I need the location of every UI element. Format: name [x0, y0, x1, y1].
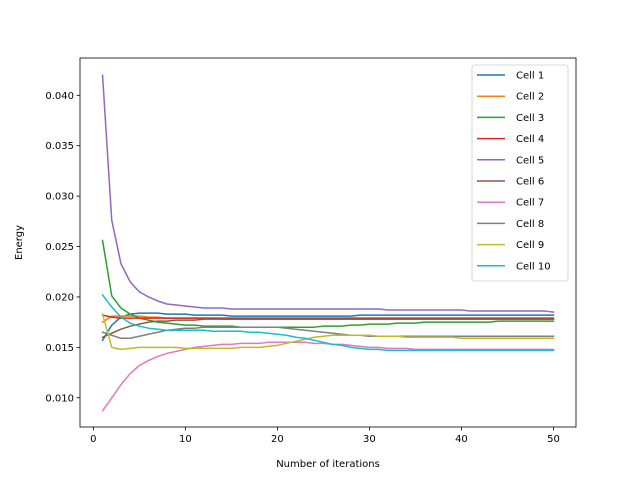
- series-line-4: [101, 314, 555, 319]
- legend-label-8: Cell 8: [516, 219, 544, 230]
- x-tick-label: 30: [363, 434, 376, 445]
- series-line-6: [101, 318, 555, 339]
- y-axis: 0.010 0.015 0.020 0.025 0.030 0.035 0.040: [45, 91, 80, 404]
- series-line-5: [101, 74, 555, 313]
- legend-label-1: Cell 1: [516, 71, 544, 82]
- series-line-3: [101, 239, 555, 328]
- x-tick-label: 50: [547, 434, 560, 445]
- series-layer: [101, 74, 555, 412]
- x-tick-label: 20: [271, 434, 284, 445]
- y-tick-label: 0.030: [45, 192, 74, 203]
- series-line-10: [101, 293, 555, 352]
- y-tick-label: 0.015: [45, 343, 74, 354]
- y-tick-label: 0.010: [45, 393, 74, 404]
- y-tick-label: 0.040: [45, 91, 74, 102]
- legend: Cell 1 Cell 2 Cell 3 Cell 4 Cell 5 Cell 6 Cell…: [471, 64, 569, 282]
- x-axis: 0 10 20 30 40 50: [90, 427, 560, 445]
- y-tick-label: 0.025: [45, 242, 74, 253]
- series-line-8: [101, 326, 555, 340]
- series-line-1: [101, 312, 555, 342]
- y-tick-label: 0.020: [45, 292, 74, 303]
- plot-frame: [79, 57, 577, 428]
- y-axis-label: Energy: [14, 225, 25, 260]
- x-axis-label: Number of iterations: [276, 459, 380, 470]
- y-tick-label: 0.035: [45, 141, 74, 152]
- x-tick-label: 0: [90, 434, 96, 445]
- legend-label-2: Cell 2: [516, 92, 544, 103]
- x-tick-label: 40: [455, 434, 468, 445]
- series-line-9: [101, 313, 555, 351]
- legend-label-7: Cell 7: [516, 198, 544, 209]
- x-tick-label: 10: [179, 434, 192, 445]
- legend-label-6: Cell 6: [516, 177, 544, 188]
- legend-frame: [471, 64, 569, 282]
- legend-label-9: Cell 9: [516, 240, 544, 251]
- legend-label-3: Cell 3: [516, 113, 544, 124]
- legend-label-4: Cell 4: [516, 134, 544, 145]
- legend-label-10: Cell 10: [516, 261, 551, 272]
- legend-label-5: Cell 5: [516, 155, 544, 166]
